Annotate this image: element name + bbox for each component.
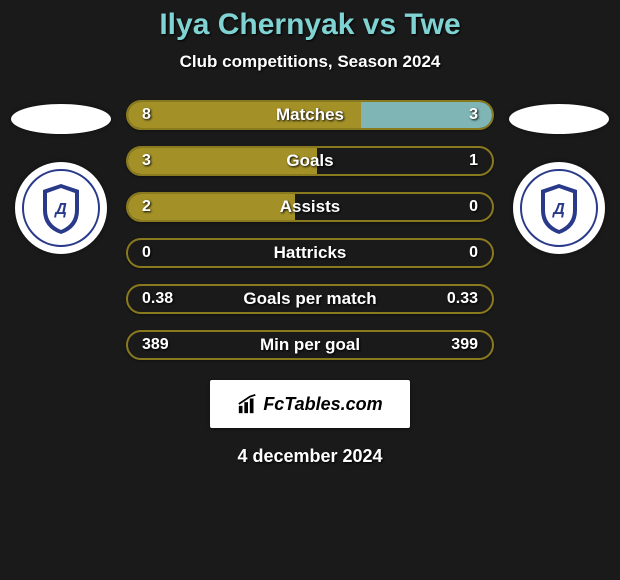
right-ellipse [509, 104, 609, 134]
stat-value-left: 0.38 [142, 290, 173, 308]
stat-row: 3Goals1 [126, 146, 494, 176]
stat-fill-left [128, 194, 295, 220]
stat-value-right: 0 [469, 244, 478, 262]
main-row: Д 8Matches33Goals12Assists00Hattricks00.… [0, 100, 620, 360]
stat-value-left: 0 [142, 244, 151, 262]
right-club-badge: Д [513, 162, 605, 254]
left-side: Д [6, 100, 116, 254]
stat-label: Hattricks [128, 243, 492, 263]
left-club-badge: Д [15, 162, 107, 254]
stats-bars: 8Matches33Goals12Assists00Hattricks00.38… [126, 100, 494, 360]
stat-fill-left [128, 102, 361, 128]
title-player1: Ilya Chernyak [159, 8, 354, 41]
page-title: Ilya Chernyak vs Twe [0, 8, 620, 42]
stat-row: 0Hattricks0 [126, 238, 494, 268]
stat-value-right: 3 [469, 106, 478, 124]
footer-date: 4 december 2024 [0, 446, 620, 467]
subtitle: Club competitions, Season 2024 [0, 52, 620, 72]
stat-value-right: 0 [469, 198, 478, 216]
root: Ilya Chernyak vs Twe Club competitions, … [0, 0, 620, 467]
stat-value-right: 399 [451, 336, 478, 354]
svg-text:Д: Д [551, 201, 565, 218]
right-side: Д [504, 100, 614, 254]
badge-shield-icon: Д [39, 182, 83, 236]
footer-brand-text: FcTables.com [263, 394, 382, 415]
chart-icon [237, 393, 259, 415]
footer-brand: FcTables.com [210, 380, 410, 428]
stat-value-right: 0.33 [447, 290, 478, 308]
stat-value-left: 8 [142, 106, 151, 124]
svg-text:Д: Д [53, 201, 67, 218]
stat-row: 389Min per goal399 [126, 330, 494, 360]
stat-value-left: 389 [142, 336, 169, 354]
stat-value-right: 1 [469, 152, 478, 170]
title-player2: Twe [405, 8, 461, 41]
title-vs: vs [363, 8, 396, 41]
stat-fill-left [128, 148, 317, 174]
stat-row: 0.38Goals per match0.33 [126, 284, 494, 314]
stat-row: 8Matches3 [126, 100, 494, 130]
stat-value-left: 2 [142, 198, 151, 216]
stat-value-left: 3 [142, 152, 151, 170]
stat-row: 2Assists0 [126, 192, 494, 222]
stat-label: Goals per match [128, 289, 492, 309]
stat-label: Min per goal [128, 335, 492, 355]
left-ellipse [11, 104, 111, 134]
badge-shield-icon: Д [537, 182, 581, 236]
